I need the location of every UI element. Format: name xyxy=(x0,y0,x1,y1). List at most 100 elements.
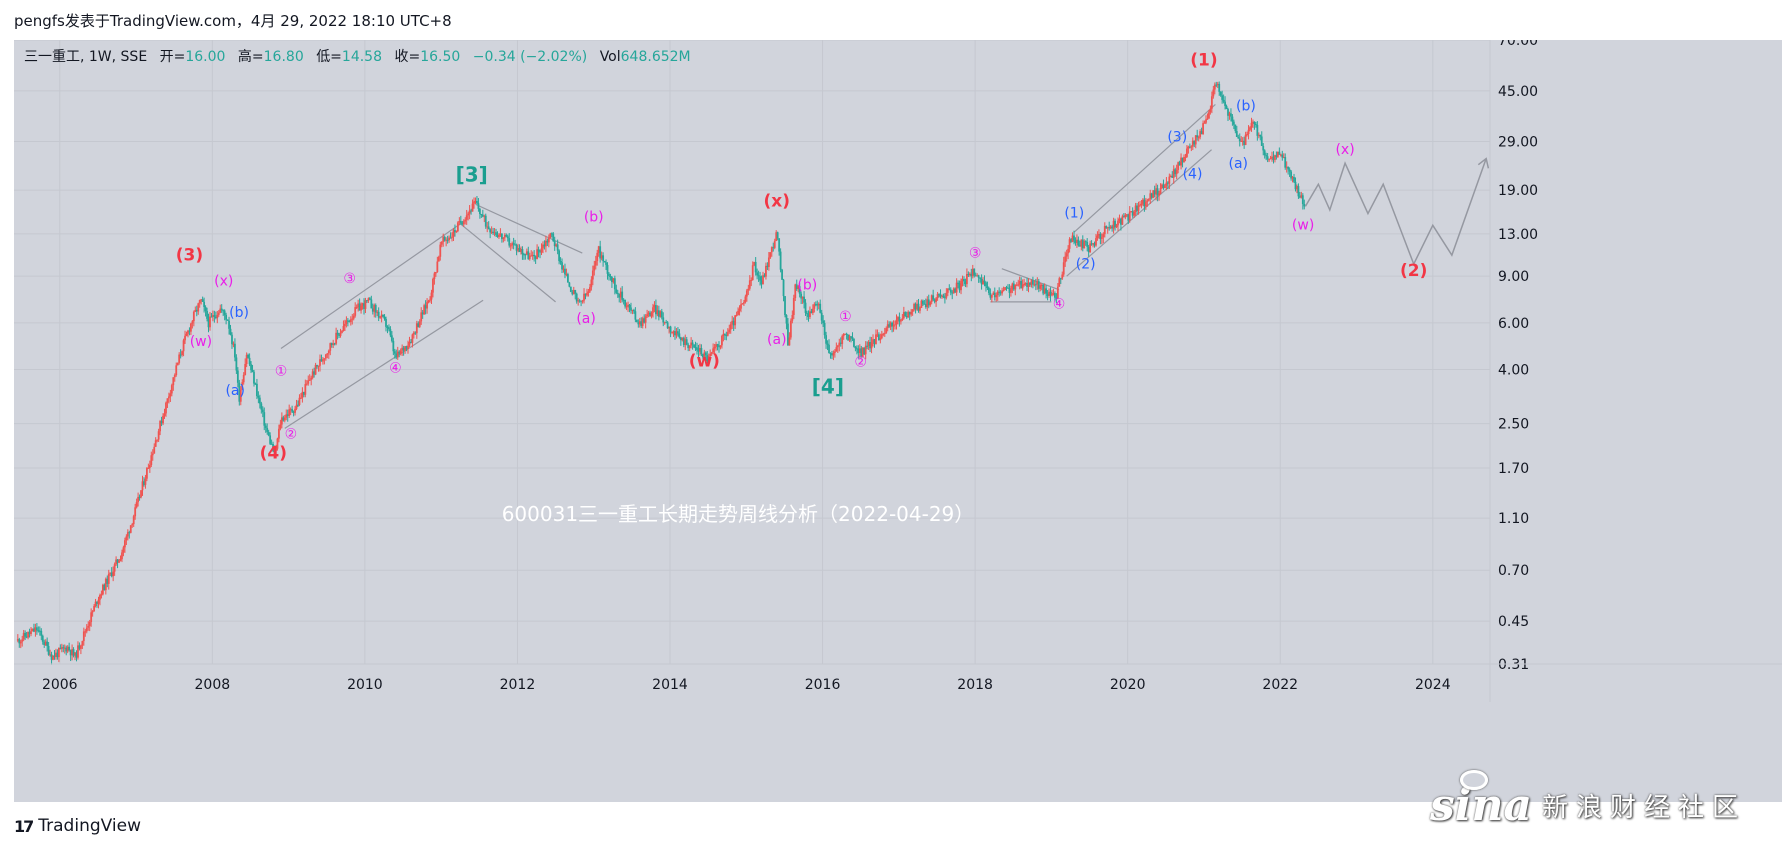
candle-body xyxy=(945,292,948,298)
wave-label: (w) xyxy=(1292,217,1314,233)
candle-body xyxy=(323,358,326,360)
candle-body xyxy=(951,292,954,294)
candle-body xyxy=(599,246,602,259)
candle-body xyxy=(932,295,935,300)
candle-body xyxy=(1300,195,1303,198)
candle-body xyxy=(430,292,433,300)
candle-body xyxy=(921,300,924,304)
candle-body xyxy=(270,443,273,445)
candle-body xyxy=(451,236,453,238)
candle-body xyxy=(1043,288,1046,294)
candle-body xyxy=(1285,166,1288,168)
candle-body xyxy=(333,343,336,345)
candle-body xyxy=(1178,162,1181,166)
candle-body xyxy=(138,496,141,498)
candle-body xyxy=(305,383,308,385)
candle-body xyxy=(324,354,327,359)
wave-label: (a) xyxy=(1229,156,1249,172)
candle-body xyxy=(1156,188,1159,196)
wave-label: (w) xyxy=(689,352,720,372)
tradingview-logo[interactable]: 17 TradingView xyxy=(14,816,141,836)
candle-body xyxy=(63,647,66,649)
candle-body xyxy=(640,321,643,326)
legend-open: 16.00 xyxy=(185,49,225,65)
candle-body xyxy=(819,303,822,313)
candle-body xyxy=(907,311,910,318)
candle-body xyxy=(297,404,299,406)
candle-body xyxy=(583,293,585,301)
candle-body xyxy=(91,611,94,613)
candle-body xyxy=(820,312,823,321)
candle-body xyxy=(803,296,805,303)
candle-body xyxy=(322,359,324,362)
candle-body xyxy=(503,234,506,238)
candle-body xyxy=(515,245,518,251)
candle-body xyxy=(537,249,540,252)
candle-body xyxy=(81,641,84,646)
candle-body xyxy=(1152,190,1155,198)
candle-body xyxy=(1215,84,1218,86)
candle-body xyxy=(319,359,321,366)
candle-body xyxy=(1263,150,1266,156)
candle-body xyxy=(935,298,937,302)
candle-body xyxy=(99,594,101,600)
candle-body xyxy=(1030,280,1033,285)
candle-body xyxy=(223,310,226,315)
candle-body xyxy=(631,309,634,311)
candle-body xyxy=(1040,284,1043,286)
candle-body xyxy=(336,332,339,335)
candle-body xyxy=(129,525,132,533)
candle-body xyxy=(426,302,428,309)
candle-body xyxy=(1301,195,1304,205)
candle-body xyxy=(785,315,788,324)
candle-body xyxy=(247,354,250,358)
candle-body xyxy=(150,455,153,465)
chart-frame[interactable]: (3) (x) (w) (b) (a) (4) ① ② ③ ④ [3] (b) (a) (w) (x) (b)… xyxy=(14,40,1782,802)
candle-body xyxy=(973,268,976,276)
candle-body xyxy=(1296,186,1298,190)
candle-body xyxy=(740,304,742,309)
candle-body xyxy=(1272,156,1275,161)
candle-body xyxy=(806,312,808,315)
candle-body xyxy=(344,323,346,327)
candle-body xyxy=(772,247,775,249)
candle-body xyxy=(439,244,442,257)
price-chart[interactable]: (3) (x) (w) (b) (a) (4) ① ② ③ ④ [3] (b) (a) (w) (x) (b)… xyxy=(14,40,1782,802)
candle-body xyxy=(342,326,345,331)
candle-body xyxy=(1090,243,1093,245)
candle-body xyxy=(53,655,56,658)
candle-body xyxy=(1130,211,1133,213)
candle-body xyxy=(875,334,877,345)
candle-body xyxy=(550,233,553,235)
candle-body xyxy=(963,278,965,282)
candle-body xyxy=(591,270,594,280)
candle-body xyxy=(665,322,668,324)
candle-body xyxy=(346,320,349,322)
x-tick-label: 2010 xyxy=(347,677,383,693)
candle-body xyxy=(882,333,885,335)
candle-body xyxy=(317,365,320,367)
candle-body xyxy=(858,348,861,353)
trendline xyxy=(459,223,556,303)
candle-body xyxy=(143,481,145,485)
candle-body xyxy=(1015,284,1018,286)
candle-body xyxy=(449,237,452,239)
candle-body xyxy=(1234,124,1237,132)
candle-body xyxy=(94,601,97,606)
candle-body xyxy=(723,333,726,336)
candle-body xyxy=(354,307,357,316)
candle-body xyxy=(417,323,420,327)
candle-body xyxy=(606,264,609,274)
candle-body xyxy=(470,210,472,212)
candle-body xyxy=(798,286,801,294)
candle-body xyxy=(983,280,986,283)
candle-body xyxy=(345,320,348,324)
candle-body xyxy=(291,409,294,412)
candle-body xyxy=(1021,284,1024,289)
candle-body xyxy=(1147,199,1150,201)
candle-body xyxy=(1092,243,1094,245)
candle-body xyxy=(908,311,911,315)
candle-body xyxy=(729,324,732,330)
candle-body xyxy=(101,584,104,595)
sina-logo-cn: 新浪财经社区 xyxy=(1542,793,1747,823)
